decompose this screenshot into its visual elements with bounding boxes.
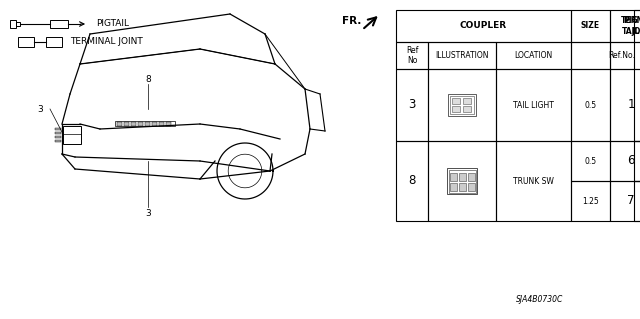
Bar (610, 141, 640, 181)
Text: FR.: FR. (342, 16, 362, 26)
Text: 3: 3 (145, 210, 151, 219)
Text: 6: 6 (627, 154, 635, 167)
Bar (159, 122, 164, 125)
Bar (452, 106, 460, 112)
Text: 7: 7 (627, 195, 635, 207)
Bar (152, 122, 157, 125)
Text: COUPLER: COUPLER (460, 21, 507, 31)
Bar (115, 121, 175, 126)
Bar (634, 69, 640, 141)
Bar (634, 141, 640, 181)
Bar (571, 10, 610, 42)
Bar (428, 141, 496, 221)
Bar (46, 37, 62, 47)
Text: 9: 9 (639, 195, 640, 207)
Text: TRUNK SW: TRUNK SW (513, 176, 554, 186)
Bar (396, 42, 428, 69)
Bar (571, 141, 610, 181)
Bar (610, 10, 640, 42)
Bar (396, 141, 428, 221)
Bar (63, 126, 81, 144)
Text: TERMINAL
JOINT: TERMINAL JOINT (621, 16, 640, 36)
Bar (448, 94, 476, 116)
Text: TERMINAL JOINT: TERMINAL JOINT (70, 38, 143, 47)
Bar (634, 181, 640, 221)
Text: SIZE: SIZE (581, 21, 600, 31)
Bar (131, 122, 136, 125)
Bar (463, 106, 471, 112)
Bar (449, 169, 476, 192)
Bar (610, 42, 634, 69)
Text: Ref
No: Ref No (406, 46, 418, 65)
Text: TAIL LIGHT: TAIL LIGHT (513, 100, 554, 109)
Text: 3: 3 (408, 99, 416, 112)
Text: ILLUSTRATION: ILLUSTRATION (435, 51, 489, 60)
Bar (610, 181, 640, 221)
Bar (10, 20, 16, 28)
Bar (496, 69, 571, 141)
Bar (459, 173, 466, 181)
Bar (428, 69, 496, 141)
Text: 3: 3 (37, 105, 43, 114)
Bar (468, 173, 475, 181)
Bar (55, 136, 61, 138)
Bar (396, 69, 428, 141)
Text: Ref.No.: Ref.No. (609, 51, 636, 60)
Text: SJA4B0730C: SJA4B0730C (516, 294, 564, 303)
Bar (396, 10, 571, 42)
Bar (16, 22, 20, 26)
Bar (610, 69, 640, 141)
Bar (463, 98, 471, 104)
Text: LOCATION: LOCATION (515, 51, 552, 60)
Text: 0.5: 0.5 (584, 157, 596, 166)
Text: 1.25: 1.25 (582, 197, 599, 205)
Bar (428, 42, 496, 69)
Text: 1: 1 (627, 99, 635, 112)
Bar (55, 128, 61, 130)
Bar (450, 183, 457, 191)
Bar (450, 96, 474, 114)
Bar (571, 42, 610, 69)
Text: 8: 8 (145, 75, 151, 84)
Bar (55, 132, 61, 134)
Bar (496, 42, 571, 69)
Bar (117, 122, 122, 125)
Text: PIG
TAIL: PIG TAIL (622, 16, 640, 36)
Bar (124, 122, 129, 125)
Bar (55, 140, 61, 142)
Text: PIGTAIL: PIGTAIL (96, 19, 129, 28)
Bar (571, 69, 610, 141)
Bar (166, 122, 171, 125)
Bar (634, 10, 640, 42)
Bar (571, 181, 610, 221)
Bar (145, 122, 150, 125)
Text: 8: 8 (408, 174, 416, 188)
Bar (50, 20, 68, 28)
Bar (138, 122, 143, 125)
Bar (450, 173, 457, 181)
Text: 4: 4 (639, 99, 640, 112)
Bar (468, 183, 475, 191)
Bar (496, 141, 571, 221)
Text: 4: 4 (639, 154, 640, 167)
Text: 0.5: 0.5 (584, 100, 596, 109)
Bar (18, 37, 34, 47)
Bar (452, 98, 460, 104)
Bar (459, 183, 466, 191)
Bar (447, 168, 477, 194)
